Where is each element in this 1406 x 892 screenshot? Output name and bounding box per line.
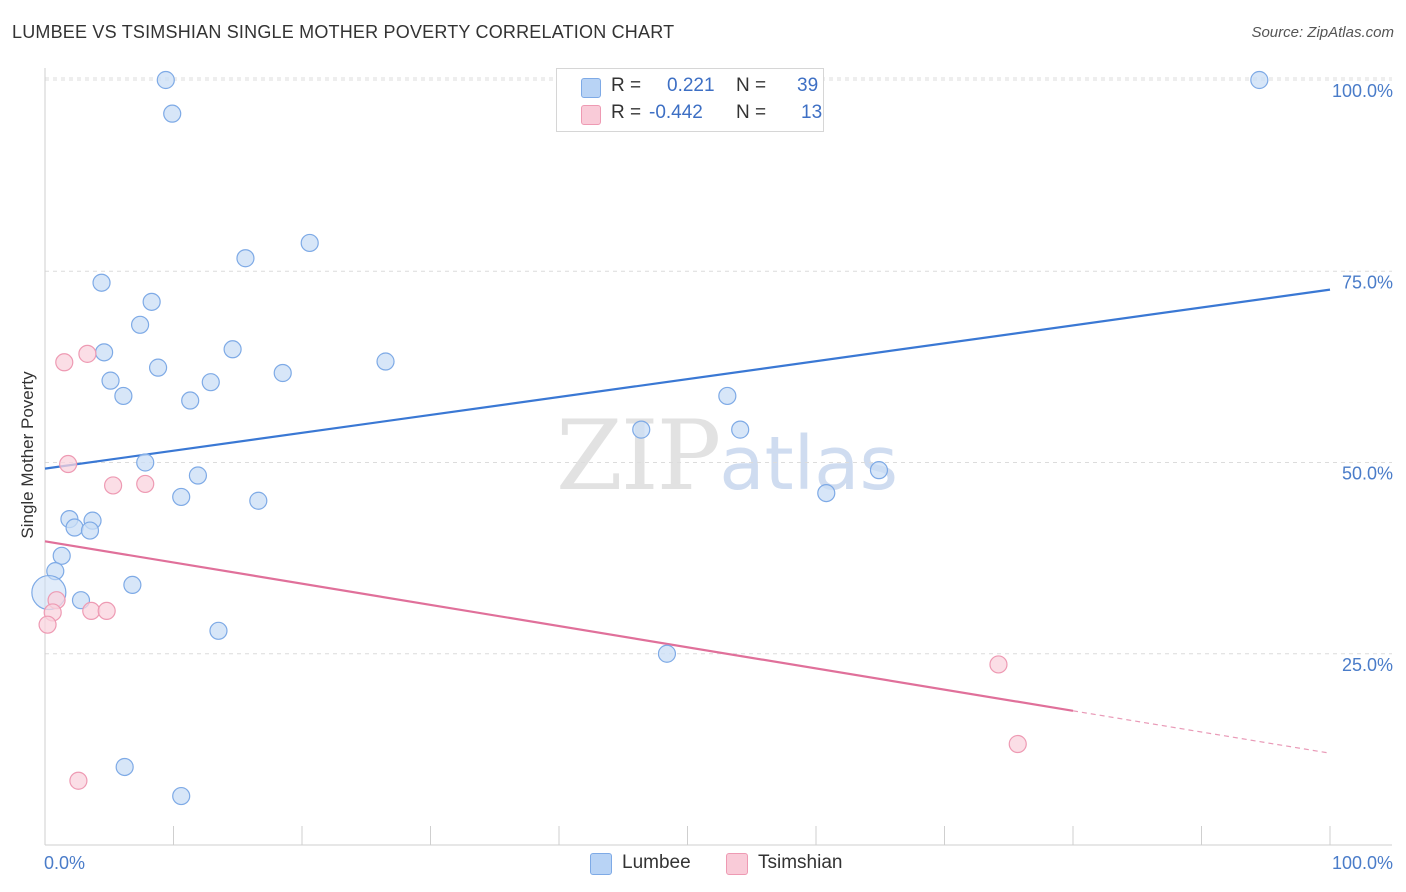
tsimshian-n-value: 13 <box>801 102 823 123</box>
tsimshian-point <box>59 454 78 474</box>
lumbee-point <box>101 371 120 390</box>
tsimshian-point <box>104 476 123 495</box>
lumbee-point <box>65 518 84 537</box>
lumbee-point <box>718 386 737 406</box>
tsimshian-r-value: -0.442 <box>649 102 703 123</box>
source-label: Source: ZipAtlas.com <box>1251 24 1394 41</box>
watermark-atlas: atlas <box>719 421 899 507</box>
watermark-zip: ZIP <box>556 400 721 512</box>
lumbee-point <box>92 273 111 292</box>
lumbee-point <box>817 484 836 503</box>
y-tick-label-75: 75.0% <box>1342 272 1393 292</box>
tick-labels: 25.0% 50.0% 75.0% 100.0% 0.0% 100.0% <box>44 81 1393 873</box>
lumbee-point <box>130 315 150 334</box>
lumbee-point <box>181 391 200 410</box>
tsimshian-trend-line <box>44 540 1074 712</box>
lumbee-point <box>95 343 114 362</box>
lumbee-point <box>52 546 71 565</box>
lumbee-n-value: 39 <box>797 75 819 96</box>
lumbee-point <box>188 466 208 485</box>
lumbee-r-label: R = <box>611 75 642 96</box>
lumbee-point <box>115 757 134 777</box>
tsimshian-point <box>1008 734 1027 754</box>
lumbee-legend-label: Lumbee <box>622 852 691 873</box>
lumbee-point <box>156 70 175 90</box>
lumbee-point <box>148 358 168 377</box>
tsimshian-r-label: R = <box>611 102 642 123</box>
tsimshian-point <box>78 344 97 363</box>
lumbee-point <box>273 363 292 383</box>
lumbee-point <box>123 575 142 595</box>
chart-title: LUMBEE VS TSIMSHIAN SINGLE MOTHER POVERT… <box>12 22 675 42</box>
tsimshian-trend-extension <box>1072 710 1331 754</box>
lumbee-point <box>163 104 182 123</box>
lumbee-point <box>632 420 651 439</box>
lumbee-point <box>172 786 191 806</box>
x-tick-label-min: 0.0% <box>44 853 85 873</box>
y-tick-label-25: 25.0% <box>1342 655 1393 675</box>
x-tick-label-max: 100.0% <box>1332 853 1393 873</box>
tsimshian-point <box>97 601 116 621</box>
lumbee-point <box>869 461 889 480</box>
lumbee-legend-swatch <box>590 853 612 875</box>
lumbee-point <box>209 621 228 640</box>
lumbee-trend-line <box>44 288 1331 470</box>
lumbee-point <box>236 249 255 268</box>
y-tick-label-100: 100.0% <box>1332 81 1393 101</box>
lumbee-point <box>80 521 100 540</box>
tsimshian-point <box>136 474 155 494</box>
gridlines <box>45 77 1392 655</box>
lumbee-point <box>142 292 161 311</box>
lumbee-point <box>300 233 319 253</box>
tsimshian-swatch <box>581 105 601 125</box>
lumbee-point <box>376 352 395 371</box>
data-points <box>31 70 1269 806</box>
lumbee-point <box>249 491 268 510</box>
tsimshian-point <box>55 353 74 372</box>
lumbee-point <box>172 487 191 507</box>
tsimshian-point <box>38 615 57 634</box>
tsimshian-legend-swatch <box>726 853 748 875</box>
axes <box>44 68 1392 846</box>
correlation-legend: R = 0.221 N = 39 R = -0.442 N = 13 <box>556 68 824 132</box>
lumbee-swatch <box>581 78 601 98</box>
trend-lines <box>44 288 1331 754</box>
zipatlas-watermark: ZIPatlas <box>556 400 898 512</box>
lumbee-r-value: 0.221 <box>667 75 715 96</box>
lumbee-point <box>223 340 242 359</box>
lumbee-point <box>1250 70 1269 90</box>
tsimshian-legend-label: Tsimshian <box>758 852 843 873</box>
tsimshian-point <box>989 655 1008 674</box>
lumbee-n-label: N = <box>736 75 767 96</box>
tsimshian-n-label: N = <box>736 102 767 123</box>
lumbee-point <box>657 644 677 663</box>
lumbee-point <box>136 453 155 472</box>
tsimshian-point <box>82 601 101 621</box>
lumbee-point <box>114 386 133 406</box>
y-tick-label-50: 50.0% <box>1342 464 1393 484</box>
tsimshian-point <box>69 771 88 790</box>
lumbee-point <box>731 420 750 439</box>
lumbee-point <box>201 373 220 392</box>
